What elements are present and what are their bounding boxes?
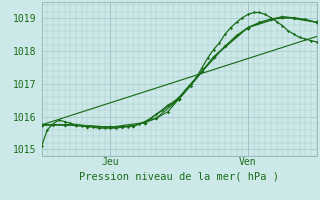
X-axis label: Pression niveau de la mer( hPa ): Pression niveau de la mer( hPa )	[79, 172, 279, 182]
